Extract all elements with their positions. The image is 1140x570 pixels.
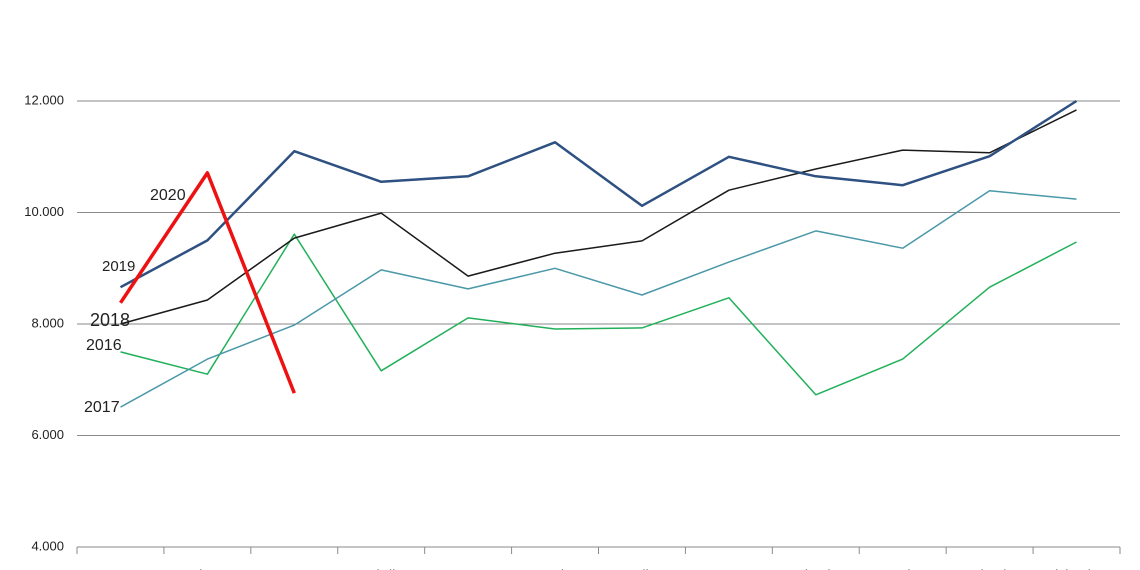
series-label: 2020 [150, 187, 186, 204]
series-label: 2019 [102, 258, 135, 275]
series-line [120, 190, 1077, 408]
x-tick-label: Enero [102, 567, 140, 570]
series-line [119, 171, 296, 394]
series-label: 2018 [90, 310, 130, 330]
y-tick-label: 4.000 [31, 538, 64, 553]
x-tick-label: Febrero [183, 567, 232, 570]
series-line [119, 99, 1078, 289]
y-tick-label: 10.000 [24, 204, 64, 219]
x-tick-label: Noviembre [956, 567, 1024, 570]
x-tick-label: Agosto [707, 567, 751, 570]
x-tick-label: Abril [367, 567, 395, 570]
series-label: 2016 [86, 337, 122, 354]
y-tick-label: 12.000 [24, 92, 64, 107]
x-tick-label: Mayo [451, 567, 485, 570]
series-label: 2017 [84, 399, 120, 416]
y-tick-label: 6.000 [31, 427, 64, 442]
y-tick-label: 8.000 [31, 315, 64, 330]
x-tick-label: Octubre [878, 567, 928, 570]
x-tick-label: Marzo [275, 567, 314, 570]
series-line [120, 109, 1077, 325]
x-tick-label: Diciembre [1045, 567, 1108, 570]
x-tick-label: Julio [628, 567, 657, 570]
x-tick-label: Junio [538, 567, 572, 570]
series-line [120, 233, 1077, 396]
x-tick-label: Setiembre [784, 567, 848, 570]
